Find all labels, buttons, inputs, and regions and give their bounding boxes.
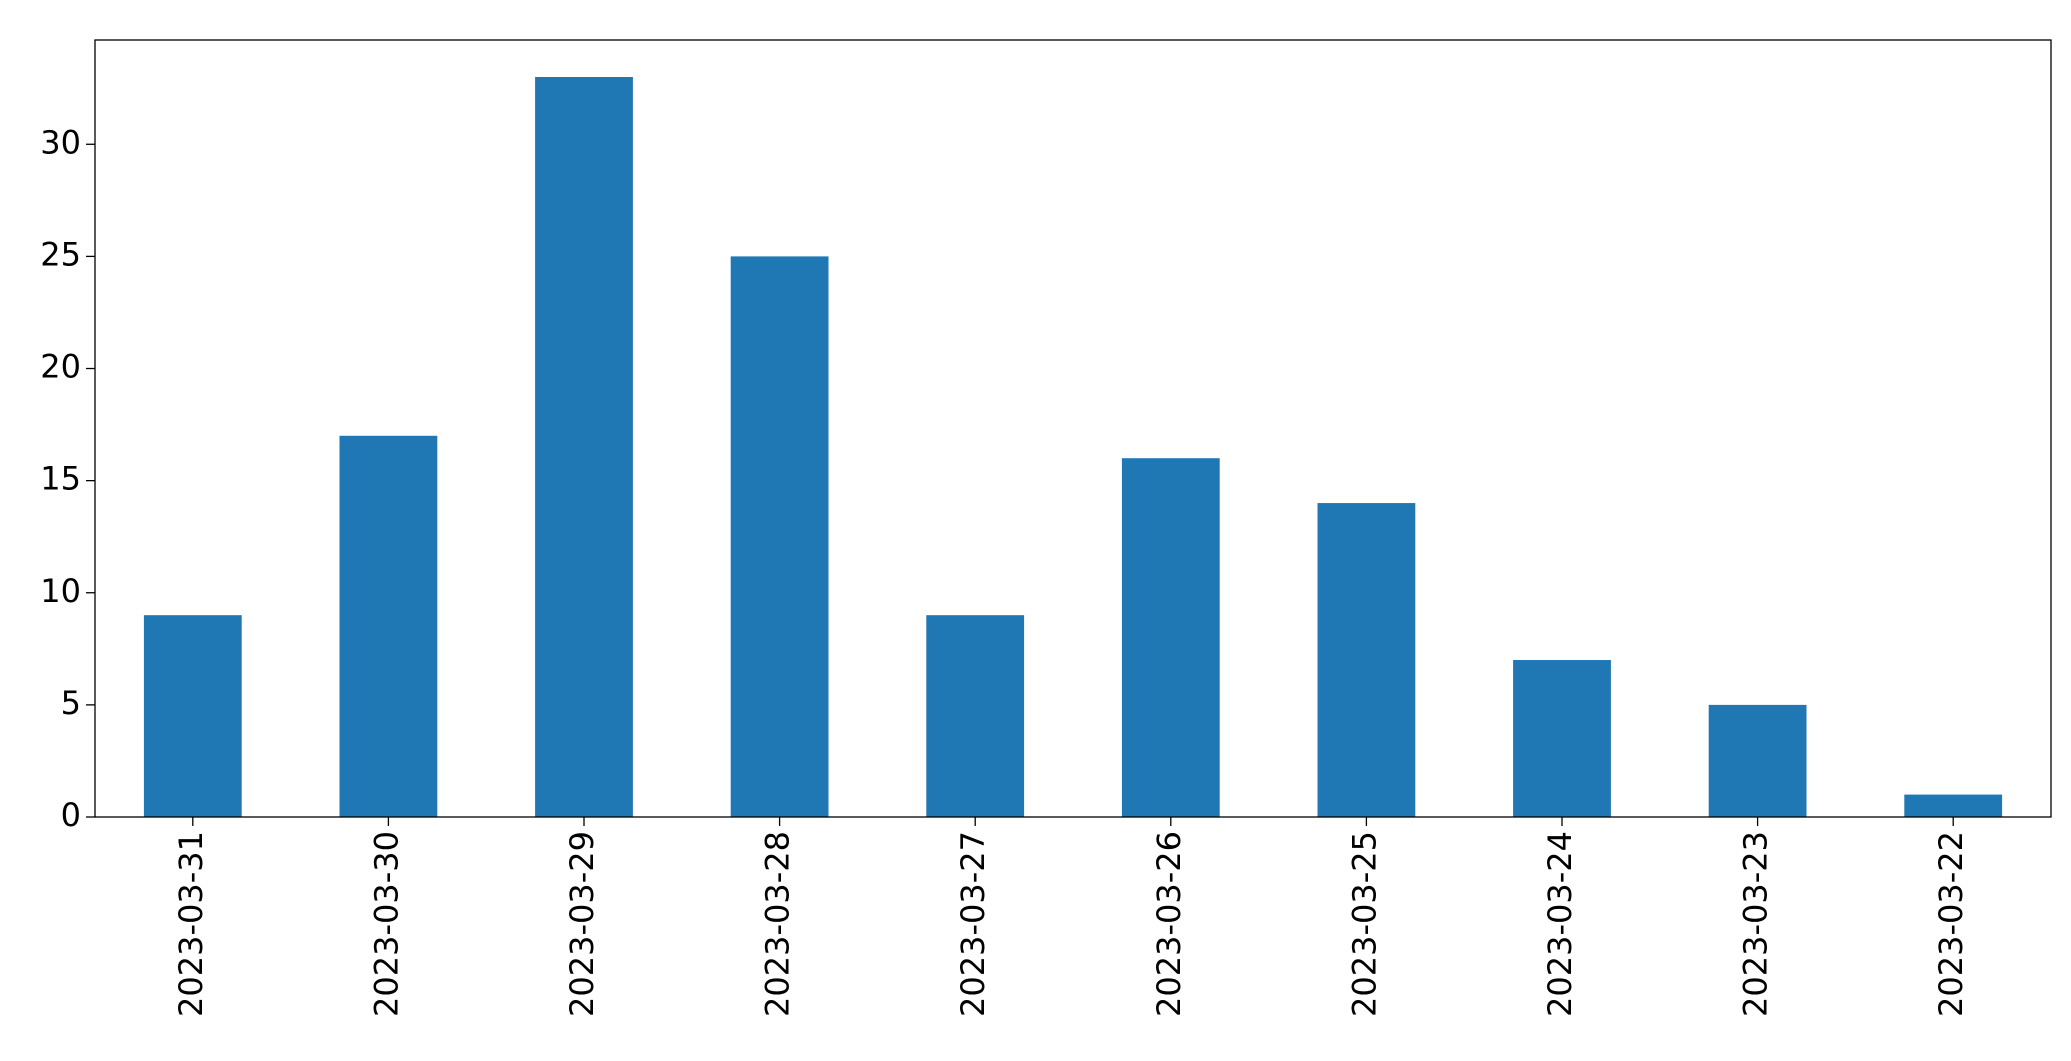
bar xyxy=(1708,704,1807,817)
bar xyxy=(535,77,633,817)
bar xyxy=(1121,458,1220,817)
bar xyxy=(1317,503,1416,817)
x-tick-label: 2023-03-28 xyxy=(759,831,797,1017)
y-tick-label: 10 xyxy=(40,572,81,610)
x-tick-label: 2023-03-26 xyxy=(1150,831,1188,1017)
bar xyxy=(730,256,829,818)
bar xyxy=(143,615,242,817)
x-tick-label: 2023-03-22 xyxy=(1932,831,1970,1017)
y-tick-label: 30 xyxy=(40,123,81,161)
plot-frame xyxy=(94,39,2052,818)
y-tick-label: 20 xyxy=(40,348,81,386)
x-tick-label: 2023-03-30 xyxy=(367,831,405,1017)
x-tick-label: 2023-03-24 xyxy=(1541,831,1579,1017)
bar xyxy=(339,435,438,817)
y-tick-label: 0 xyxy=(61,796,81,834)
y-tick-label: 25 xyxy=(40,235,81,273)
x-tick-label: 2023-03-25 xyxy=(1345,831,1383,1017)
bar xyxy=(1513,660,1611,817)
x-tick-label: 2023-03-23 xyxy=(1737,831,1775,1017)
bar xyxy=(926,615,1025,817)
x-tick-label: 2023-03-27 xyxy=(954,831,992,1017)
bar xyxy=(1904,794,2003,817)
y-tick-label: 5 xyxy=(61,684,81,722)
x-tick-label: 2023-03-29 xyxy=(563,831,601,1017)
x-tick-label: 2023-03-31 xyxy=(172,831,210,1017)
y-tick-label: 15 xyxy=(40,460,81,498)
